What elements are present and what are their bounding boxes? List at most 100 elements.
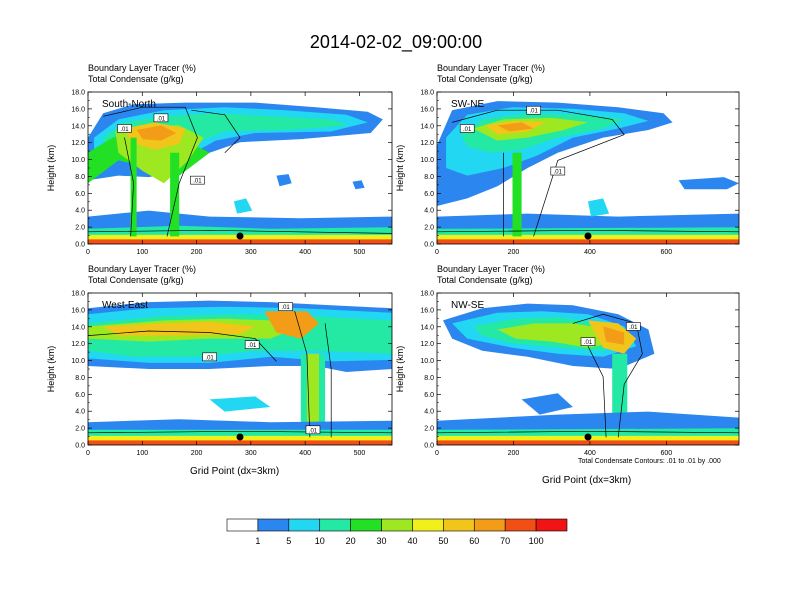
y-tick-label: 14.0 — [420, 123, 434, 130]
y-tick-label: 2.0 — [75, 426, 85, 433]
y-tick-label: 0.0 — [424, 242, 434, 249]
y-tick-label: 16.0 — [420, 307, 434, 314]
contour-label: .01 — [248, 343, 257, 349]
y-axis-label: Height (km) — [46, 145, 56, 192]
colorbar-label: 10 — [314, 536, 325, 546]
x-tick-label: 200 — [508, 450, 520, 457]
contour-label-box — [626, 322, 641, 331]
tracer-region — [521, 393, 573, 415]
contour-label-box — [459, 124, 475, 133]
panel-south-north: .01 .01 .01 0.0 2.0 4.0 6.0 8.0 10.0 12.0 14.0 16.0… — [46, 90, 393, 256]
colorbar-swatch — [381, 518, 413, 532]
colorbar-label: 30 — [376, 536, 387, 546]
tracer-field — [88, 293, 392, 445]
y-tick-label: 6.0 — [75, 191, 85, 198]
contour-label-box — [202, 352, 217, 362]
colorbar-swatch — [257, 518, 290, 532]
panel-nw-se: .01 .01 0.0 2.0 4.0 6.0 8.0 10.0 12.0 14.0 16.0 18.… — [395, 291, 740, 457]
condensate-contour — [88, 430, 392, 434]
location-marker — [584, 433, 592, 441]
y-tick-label: 2.0 — [75, 225, 85, 232]
colorbar-label: 60 — [469, 536, 480, 546]
y-axis-label: Height (km) — [46, 346, 56, 393]
condensate-contour — [437, 430, 739, 434]
panel-1-title-line2: Total Condensate (g/kg) — [88, 74, 184, 84]
x-tick-label: 400 — [299, 249, 311, 256]
tracer-region — [512, 152, 522, 237]
tracer-region — [497, 122, 534, 132]
colorbar-label: 20 — [345, 536, 356, 546]
contour-label: .01 — [120, 127, 129, 133]
colorbar-swatch — [473, 518, 506, 532]
panel-west-east: .01 .01 .01 .01 0.0 2.0 4.0 6.0 8.0 10.0 12.0 14.0 1… — [46, 291, 393, 457]
tracer-region — [276, 174, 292, 187]
condensate-contour — [88, 229, 392, 234]
y-tick-label: 10.0 — [71, 358, 85, 365]
x-tick-label: 600 — [661, 249, 673, 256]
y-tick-label: 12.0 — [71, 341, 85, 348]
contour-label-box — [190, 175, 205, 185]
y-tick-label: 10.0 — [420, 358, 434, 365]
contour-label: .01 — [281, 305, 290, 311]
x-tick-label: 400 — [299, 450, 311, 457]
tracer-region — [264, 311, 319, 339]
colorbar-swatch — [350, 518, 382, 532]
y-tick-label: 4.0 — [424, 409, 434, 416]
condensate-contour — [294, 311, 311, 438]
panel-sw-ne: .01 .01 .01 0.0 2.0 4.0 6.0 8.0 10.0 12.0 14.0 16.0… — [395, 90, 740, 256]
y-tick-label: 6.0 — [75, 392, 85, 399]
x-tick-label: 0 — [435, 450, 439, 457]
condensate-contour — [103, 106, 198, 237]
contour-label: .01 — [205, 355, 214, 361]
tracer-region — [588, 198, 610, 217]
panel-3-title-line2: Total Condensate (g/kg) — [88, 275, 184, 285]
panel-4-title-line1: Boundary Layer Tracer (%) — [437, 264, 546, 274]
contour-label: .01 — [463, 127, 472, 133]
panel-3-title-line1: Boundary Layer Tracer (%) — [88, 264, 197, 274]
condensate-contour — [191, 109, 241, 154]
panel-4-xlabel: Grid Point (dx=3km) — [542, 475, 632, 486]
colorbar-label: 5 — [286, 536, 292, 546]
tracer-region — [352, 180, 365, 190]
y-tick-label: 8.0 — [75, 174, 85, 181]
y-axis-label: Height (km) — [395, 145, 405, 192]
tracer-region — [437, 440, 739, 445]
contour-label-box — [526, 105, 541, 115]
condensate-contour — [572, 313, 643, 438]
y-tick-label: 0.0 — [424, 443, 434, 450]
contour-label-box — [550, 166, 566, 176]
location-marker — [236, 433, 244, 441]
panel-1-title-line1: Boundary Layer Tracer (%) — [88, 63, 197, 73]
colorbar-label: 40 — [407, 536, 418, 546]
contour-label-box — [580, 337, 596, 346]
condensate-contour — [587, 346, 607, 438]
y-tick-label: 8.0 — [424, 174, 434, 181]
x-tick-label: 300 — [245, 450, 257, 457]
tracer-region — [306, 353, 319, 438]
colorbar-label: 100 — [528, 536, 544, 546]
y-tick-label: 10.0 — [420, 157, 434, 164]
colorbar — [226, 518, 568, 532]
panel-4-title-line2: Total Condensate (g/kg) — [437, 275, 533, 285]
colorbar-label: 50 — [438, 536, 449, 546]
tracer-field — [437, 92, 739, 244]
location-marker — [236, 232, 244, 240]
y-tick-label: 18.0 — [71, 291, 85, 298]
contour-label: .01 — [157, 116, 166, 122]
tracer-region — [170, 152, 180, 237]
tracer-region — [603, 326, 625, 345]
tracer-field — [88, 92, 392, 244]
condensate-contour — [324, 323, 332, 438]
x-tick-label: 600 — [661, 450, 673, 457]
contour-label: .01 — [193, 179, 202, 185]
y-axis-label: Height (km) — [395, 346, 405, 393]
x-tick-label: 400 — [584, 249, 596, 256]
colorbar-label: 1 — [255, 536, 261, 546]
y-tick-label: 10.0 — [71, 157, 85, 164]
contour-label: .01 — [529, 109, 538, 115]
contour-label: .01 — [554, 170, 563, 176]
y-tick-label: 18.0 — [420, 291, 434, 298]
x-tick-label: 100 — [136, 249, 148, 256]
x-tick-label: 0 — [435, 249, 439, 256]
colorbar-labels: 1 5 10 20 30 40 50 60 70 100 — [226, 536, 568, 550]
